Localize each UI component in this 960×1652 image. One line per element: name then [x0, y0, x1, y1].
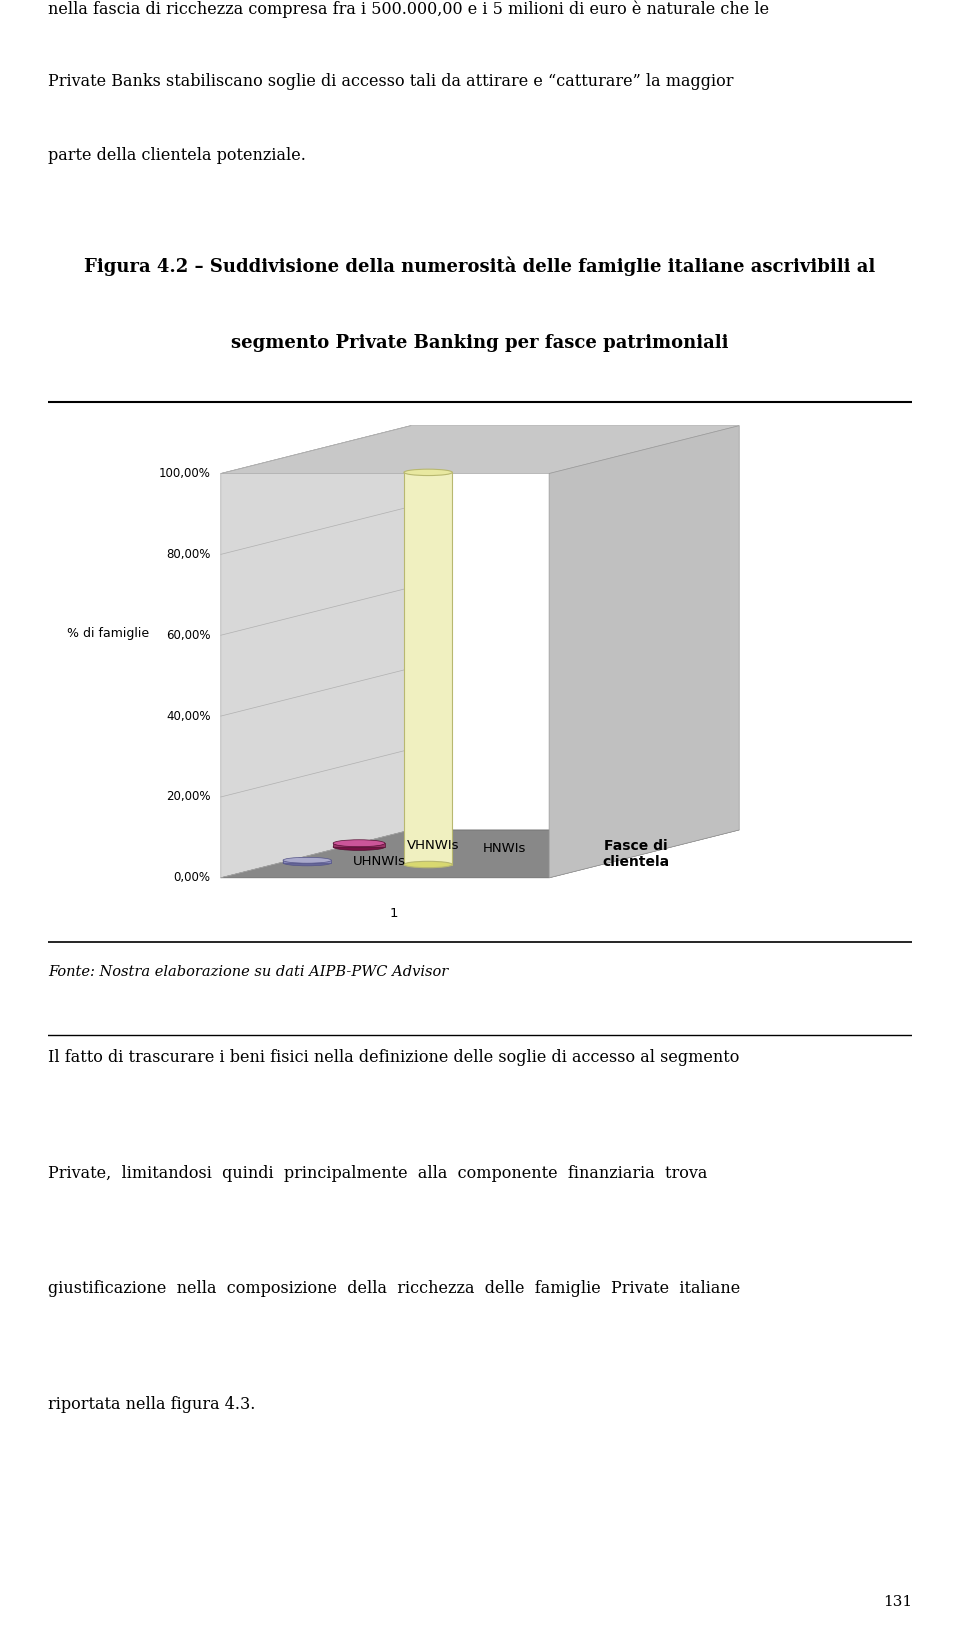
Ellipse shape — [333, 844, 385, 851]
Text: segmento Private Banking per fasce patrimoniali: segmento Private Banking per fasce patri… — [231, 334, 729, 352]
Text: giustificazione  nella  composizione  della  ricchezza  delle  famiglie  Private: giustificazione nella composizione della… — [48, 1280, 740, 1297]
Ellipse shape — [333, 839, 385, 847]
Polygon shape — [221, 426, 411, 877]
Text: 60,00%: 60,00% — [166, 629, 210, 641]
Text: UHNWIs: UHNWIs — [353, 856, 406, 867]
Polygon shape — [283, 861, 331, 862]
Text: Private,  limitandosi  quindi  principalmente  alla  componente  finanziaria  tr: Private, limitandosi quindi principalmen… — [48, 1165, 708, 1181]
Text: Fonte: Nostra elaborazione su dati AIPB-PWC Advisor: Fonte: Nostra elaborazione su dati AIPB-… — [48, 965, 448, 980]
Text: 0,00%: 0,00% — [174, 871, 210, 884]
Text: 20,00%: 20,00% — [166, 790, 210, 803]
Text: Figura 4.2 – Suddivisione della numerosità delle famiglie italiane ascrivibili a: Figura 4.2 – Suddivisione della numerosi… — [84, 256, 876, 276]
Text: 40,00%: 40,00% — [166, 710, 210, 722]
Text: Fasce di
clientela: Fasce di clientela — [602, 839, 669, 869]
Text: Private Banks stabiliscano soglie di accesso tali da attirare e “catturare” la m: Private Banks stabiliscano soglie di acc… — [48, 73, 733, 91]
Text: 80,00%: 80,00% — [166, 548, 210, 562]
Text: 100,00%: 100,00% — [158, 468, 210, 481]
Polygon shape — [333, 843, 385, 847]
Ellipse shape — [404, 861, 452, 867]
Text: 131: 131 — [883, 1596, 912, 1609]
Text: 1: 1 — [390, 907, 397, 920]
Text: % di famiglie: % di famiglie — [67, 626, 150, 639]
Polygon shape — [404, 472, 452, 864]
Text: nella fascia di ricchezza compresa fra i 500.000,00 e i 5 milioni di euro è natu: nella fascia di ricchezza compresa fra i… — [48, 0, 769, 18]
Polygon shape — [221, 426, 739, 474]
Text: HNWIs: HNWIs — [483, 843, 526, 856]
Text: Il fatto di trascurare i beni fisici nella definizione delle soglie di accesso a: Il fatto di trascurare i beni fisici nel… — [48, 1049, 739, 1066]
Ellipse shape — [283, 861, 331, 866]
Polygon shape — [549, 426, 739, 877]
Text: VHNWIs: VHNWIs — [407, 839, 459, 851]
Ellipse shape — [283, 857, 331, 864]
Text: parte della clientela potenziale.: parte della clientela potenziale. — [48, 147, 306, 164]
Text: riportata nella figura 4.3.: riportata nella figura 4.3. — [48, 1396, 255, 1412]
Ellipse shape — [404, 469, 452, 476]
Polygon shape — [221, 829, 739, 877]
